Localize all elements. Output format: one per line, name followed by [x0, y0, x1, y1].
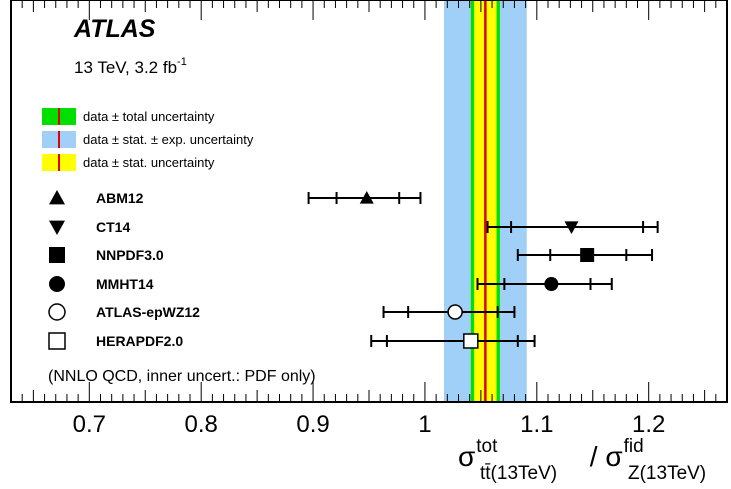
- x-tick-label: 1: [418, 411, 431, 438]
- series-label: CT14: [96, 219, 130, 235]
- series-abm12: ABM12: [49, 190, 422, 206]
- series-group: ABM12 CT14 NNPDF3.0 MMHT14 ATLAS-epWZ12 HERAP…: [48, 190, 659, 350]
- series-label: ABM12: [96, 190, 144, 206]
- x-tick-label: 1.2: [632, 411, 665, 438]
- x-axis-tick-labels: 0.7 0.8 0.9 1 1.1 1.2: [73, 411, 666, 438]
- data-point: [544, 277, 559, 291]
- chart-note: (NNLO QCD, inner uncert.: PDF only): [48, 368, 316, 385]
- x-tick-label: 1.1: [520, 411, 553, 438]
- data-point: [463, 333, 479, 349]
- series-label: MMHT14: [96, 276, 154, 292]
- legend-marker: [48, 303, 66, 321]
- x-tick-label: 0.8: [185, 411, 218, 438]
- legend-marker: [48, 332, 66, 350]
- legend-marker: [49, 190, 65, 205]
- data-point: [447, 304, 463, 320]
- x-axis-ticks: [10, 0, 728, 402]
- series-ct14: CT14: [49, 219, 659, 235]
- series-herapdf2-0: HERAPDF2.0: [48, 332, 536, 350]
- data-point: [580, 248, 595, 262]
- legend-label: data ± stat. ± exp. uncertainty: [83, 132, 254, 147]
- series-mmht14: MMHT14: [49, 276, 613, 292]
- x-tick-label: 0.9: [296, 411, 329, 438]
- series-label: HERAPDF2.0: [96, 333, 183, 349]
- series-label: NNPDF3.0: [96, 247, 164, 263]
- series-atlas-epwz12: ATLAS-epWZ12: [48, 303, 516, 321]
- legend-marker: [49, 276, 65, 292]
- legend-marker: [49, 247, 65, 263]
- data-point: [564, 221, 579, 234]
- chart-subtitle: 13 TeV, 3.2 fb-1: [74, 56, 187, 77]
- legend: data ± total uncertainty data ± stat. ± e…: [42, 108, 254, 171]
- series-label: ATLAS-epWZ12: [96, 304, 200, 320]
- chart-title: ATLAS: [73, 15, 156, 43]
- x-tick-label: 0.7: [73, 411, 106, 438]
- data-point: [359, 191, 374, 204]
- legend-label: data ± total uncertainty: [83, 109, 215, 124]
- legend-label: data ± stat. uncertainty: [83, 155, 215, 170]
- series-nnpdf3-0: NNPDF3.0: [49, 247, 654, 263]
- legend-marker: [49, 220, 65, 235]
- measurement-bands: [443, 0, 527, 402]
- x-axis-label: σtot tt̄(13TeV) / σfid Z(13TeV): [458, 436, 706, 484]
